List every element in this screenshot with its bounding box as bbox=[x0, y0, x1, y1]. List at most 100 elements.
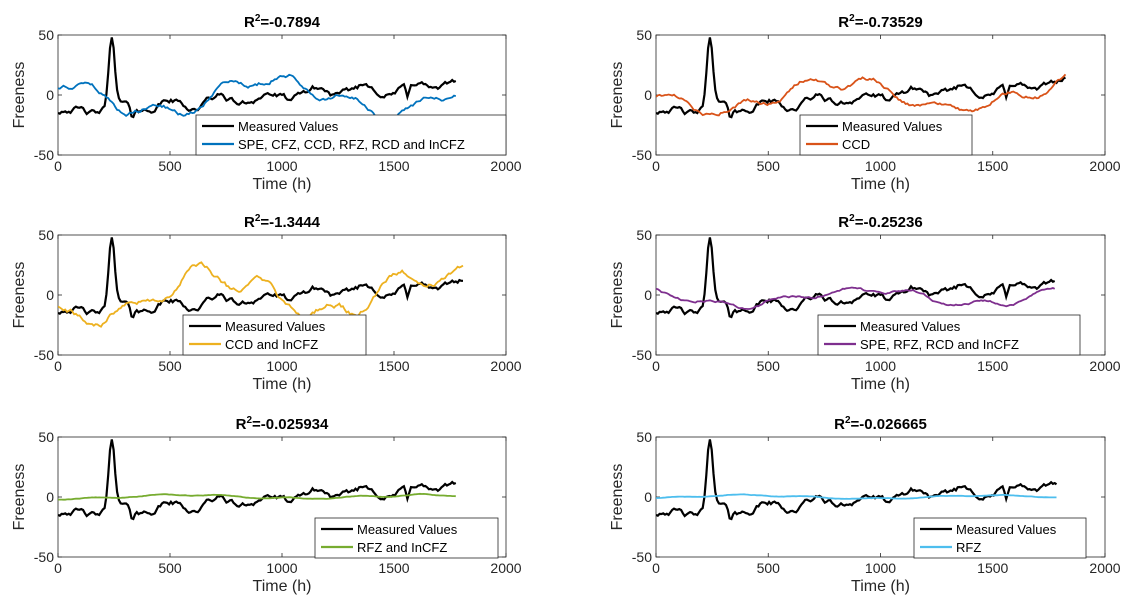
legend: Measured Values CCD and InCFZ bbox=[182, 314, 367, 356]
legend-box bbox=[182, 314, 367, 356]
x-tick-label: 1500 bbox=[977, 358, 1008, 374]
series-line-model bbox=[656, 286, 1056, 310]
chart-title: R2=-1.3444 bbox=[244, 213, 321, 231]
x-tick-label: 0 bbox=[652, 158, 660, 174]
series-line-measured-values bbox=[58, 37, 457, 119]
series-line-measured-values bbox=[58, 439, 457, 521]
y-axis-label: Freeness bbox=[609, 62, 626, 129]
y-tick-label: 0 bbox=[46, 489, 54, 505]
legend-entry: Measured Values bbox=[842, 119, 943, 134]
x-tick-label: 1000 bbox=[266, 358, 297, 374]
x-tick-label: 1500 bbox=[977, 158, 1008, 174]
title-base: R bbox=[838, 14, 849, 31]
legend: Measured Values RFZ bbox=[913, 517, 1087, 559]
title-superscript: 2 bbox=[255, 213, 261, 224]
chart-title: R2=-0.73529 bbox=[838, 13, 922, 31]
y-axis-label: Freeness bbox=[609, 262, 626, 329]
y-tick-label: 0 bbox=[644, 287, 652, 303]
y-tick-label: 0 bbox=[644, 87, 652, 103]
x-tick-label: 2000 bbox=[490, 560, 521, 576]
y-tick-label: 50 bbox=[636, 429, 652, 445]
legend-box bbox=[913, 517, 1087, 559]
x-axis-label: Time (h) bbox=[253, 176, 312, 193]
y-tick-label: 50 bbox=[636, 27, 652, 43]
title-base: R bbox=[834, 416, 845, 433]
series-line-measured-values bbox=[656, 37, 1066, 119]
x-axis-label: Time (h) bbox=[851, 176, 910, 193]
legend-entry: CCD and InCFZ bbox=[225, 337, 318, 352]
legend-box bbox=[817, 314, 1081, 356]
x-tick-label: 1500 bbox=[378, 560, 409, 576]
title-base: R bbox=[236, 416, 247, 433]
series-line-model bbox=[58, 261, 464, 328]
x-axis-label: Time (h) bbox=[253, 578, 312, 595]
legend-box bbox=[314, 517, 499, 559]
title-value: =-0.7894 bbox=[260, 14, 320, 31]
x-tick-label: 0 bbox=[54, 358, 62, 374]
x-tick-label: 0 bbox=[652, 358, 660, 374]
x-tick-label: 1500 bbox=[977, 560, 1008, 576]
chart-title: R2=-0.7894 bbox=[244, 13, 321, 31]
y-tick-label: 0 bbox=[644, 489, 652, 505]
x-tick-label: 500 bbox=[158, 358, 182, 374]
legend-box bbox=[799, 114, 973, 156]
legend-entry: SPE, RFZ, RCD and InCFZ bbox=[860, 337, 1019, 352]
x-axis-label: Time (h) bbox=[253, 376, 312, 393]
x-tick-label: 1000 bbox=[865, 560, 896, 576]
title-superscript: 2 bbox=[255, 13, 261, 24]
legend-entry: Measured Values bbox=[357, 522, 458, 537]
x-tick-label: 500 bbox=[158, 560, 182, 576]
y-axis-label: Freeness bbox=[11, 262, 28, 329]
y-tick-label: 50 bbox=[38, 227, 54, 243]
x-tick-label: 2000 bbox=[1089, 158, 1120, 174]
legend-entry: SPE, CFZ, CCD, RFZ, RCD and InCFZ bbox=[238, 137, 465, 152]
x-tick-label: 2000 bbox=[490, 158, 521, 174]
x-tick-label: 1000 bbox=[865, 158, 896, 174]
legend-box bbox=[195, 114, 507, 156]
y-tick-label: 50 bbox=[38, 429, 54, 445]
legend-entry: CCD bbox=[842, 137, 870, 152]
x-tick-label: 1500 bbox=[378, 158, 409, 174]
x-tick-label: 500 bbox=[757, 158, 781, 174]
y-tick-label: -50 bbox=[632, 347, 652, 363]
title-value: =-0.73529 bbox=[855, 14, 923, 31]
x-tick-label: 1000 bbox=[266, 560, 297, 576]
chart-title: R2=-0.026665 bbox=[834, 415, 927, 433]
y-tick-label: 0 bbox=[46, 87, 54, 103]
series-line-measured-values bbox=[656, 439, 1058, 521]
x-tick-label: 1000 bbox=[865, 358, 896, 374]
x-tick-label: 2000 bbox=[1089, 560, 1120, 576]
legend-entry: Measured Values bbox=[860, 319, 961, 334]
legend: Measured Values SPE, CFZ, CCD, RFZ, RCD a… bbox=[195, 114, 507, 156]
title-value: =-0.025934 bbox=[252, 416, 329, 433]
y-tick-label: 0 bbox=[46, 287, 54, 303]
series-line-model bbox=[58, 492, 456, 501]
x-tick-label: 2000 bbox=[1089, 358, 1120, 374]
title-base: R bbox=[244, 14, 255, 31]
x-tick-label: 1500 bbox=[378, 358, 409, 374]
y-tick-label: -50 bbox=[632, 549, 652, 565]
title-base: R bbox=[244, 214, 255, 231]
x-tick-label: 0 bbox=[652, 560, 660, 576]
title-value: =-0.026665 bbox=[851, 416, 927, 433]
legend: Measured Values RFZ and InCFZ bbox=[314, 517, 499, 559]
legend: Measured Values SPE, RFZ, RCD and InCFZ bbox=[817, 314, 1081, 356]
title-superscript: 2 bbox=[849, 213, 855, 224]
legend-entry: RFZ bbox=[956, 540, 981, 555]
legend-entry: Measured Values bbox=[238, 119, 339, 134]
legend-entry: Measured Values bbox=[956, 522, 1057, 537]
x-tick-label: 500 bbox=[757, 358, 781, 374]
x-tick-label: 1000 bbox=[266, 158, 297, 174]
title-superscript: 2 bbox=[849, 13, 855, 24]
chart-title: R2=-0.025934 bbox=[236, 415, 329, 433]
x-axis-label: Time (h) bbox=[851, 376, 910, 393]
y-tick-label: -50 bbox=[34, 147, 54, 163]
y-axis-label: Freeness bbox=[11, 62, 28, 129]
x-tick-label: 500 bbox=[757, 560, 781, 576]
series-line-model bbox=[656, 73, 1067, 117]
